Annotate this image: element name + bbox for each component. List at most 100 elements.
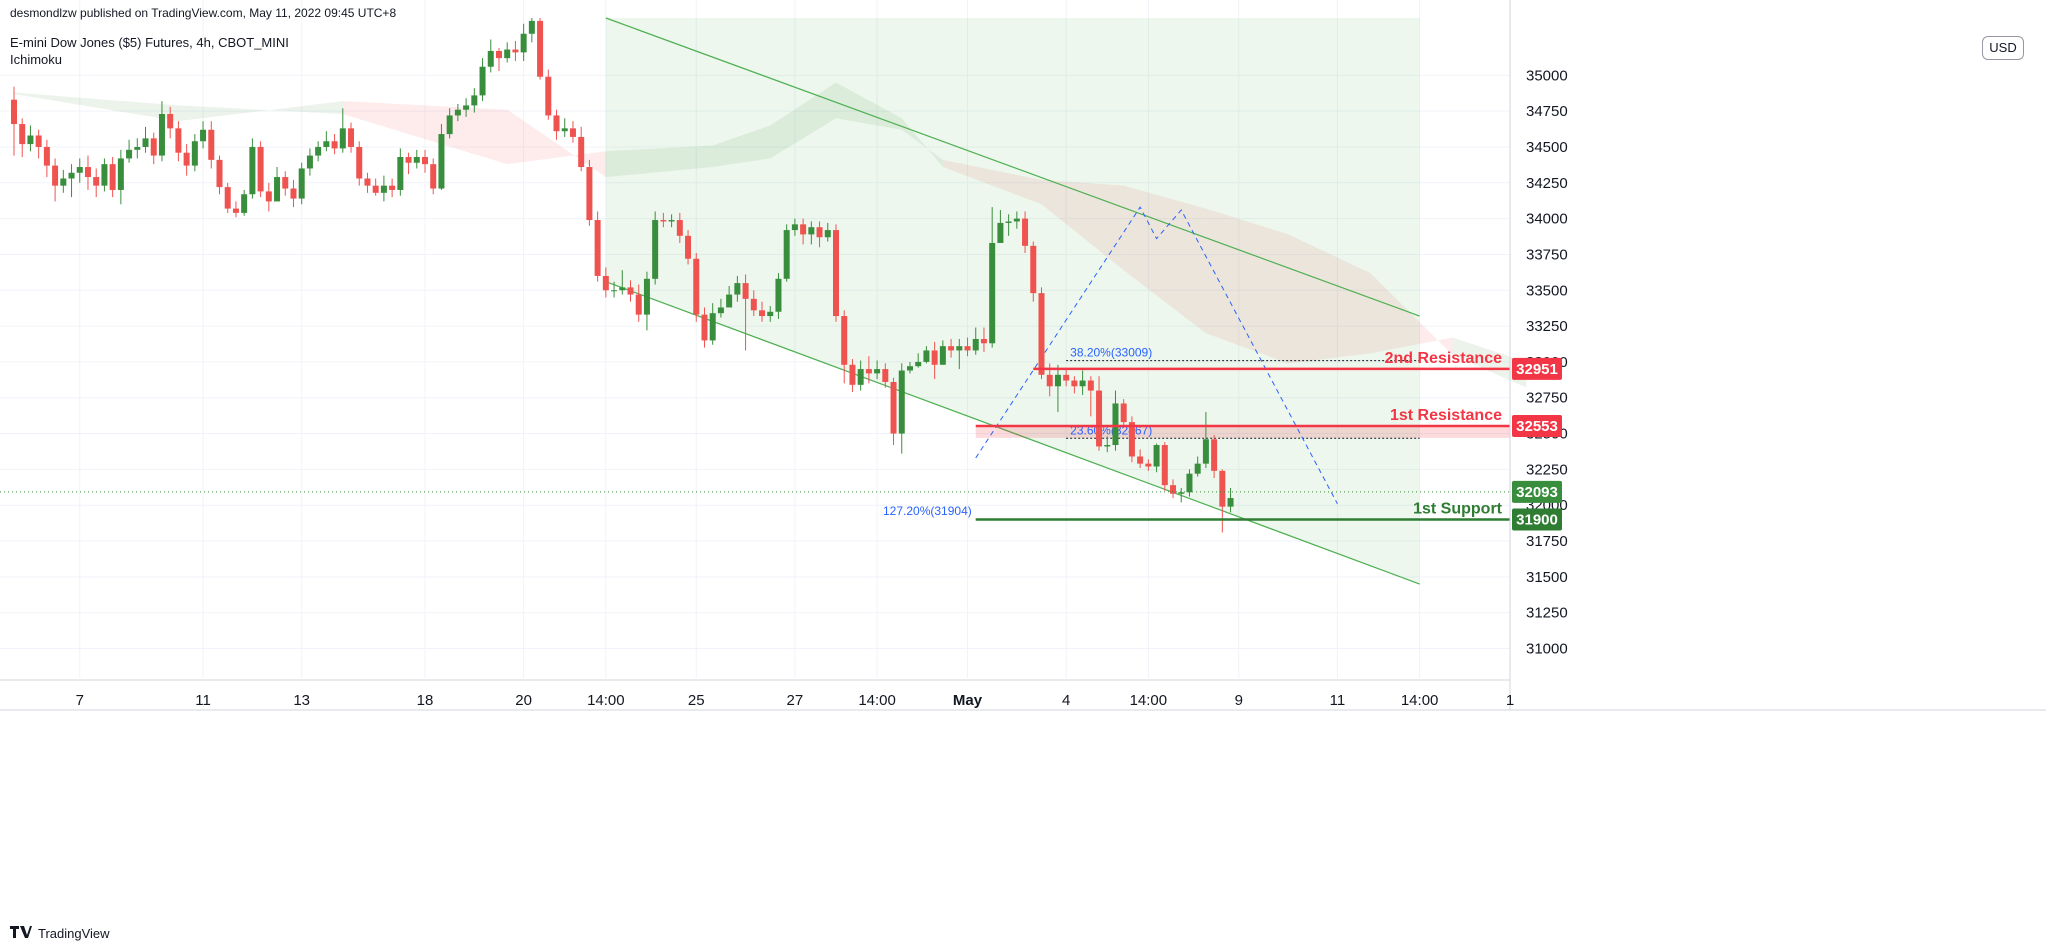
candle-body <box>438 134 445 189</box>
candle-body <box>800 224 807 235</box>
candle-body <box>635 294 642 315</box>
candle-body <box>84 167 91 178</box>
candle-body <box>487 50 494 67</box>
cloud-segment <box>770 82 836 159</box>
candle-body <box>989 242 996 344</box>
candle-body <box>109 164 116 190</box>
candle-body <box>939 346 946 365</box>
candle-body <box>783 230 790 279</box>
candle-body <box>569 128 576 137</box>
candle-body <box>35 135 42 147</box>
candle-body <box>101 164 108 186</box>
channel-lower-line <box>605 281 1420 585</box>
price-tags: 32951 32553 31900 32093 <box>1512 357 1562 531</box>
candle-body <box>734 283 741 295</box>
candle-body <box>849 364 856 385</box>
candle-body <box>865 369 872 374</box>
candle-body <box>520 33 527 53</box>
candle-body <box>833 230 839 317</box>
price-tick-label: 31500 <box>1526 569 1568 586</box>
candle-body <box>27 135 34 145</box>
candle-body <box>1038 293 1045 375</box>
candle-body <box>282 177 289 189</box>
candle-body <box>430 164 437 189</box>
candle-body <box>372 185 379 193</box>
price-tick-label: 32250 <box>1526 461 1568 478</box>
candle-body <box>504 49 511 59</box>
cloud-segment <box>605 145 713 178</box>
price-tick-label: 34500 <box>1526 139 1568 156</box>
candle-body <box>561 128 568 132</box>
candle-body <box>948 346 955 351</box>
candle-body <box>627 287 634 295</box>
level-zones <box>975 425 1510 438</box>
candle-body <box>306 155 313 169</box>
candle-body <box>1186 473 1193 493</box>
candle-body <box>857 369 864 385</box>
price-tick-label: 31250 <box>1526 605 1568 622</box>
candle-body <box>216 159 223 188</box>
candle-body <box>249 146 256 195</box>
level-label: 2nd Resistance <box>1385 350 1502 367</box>
candle-body <box>980 338 987 344</box>
price-tag <box>1512 414 1562 437</box>
candle-body <box>997 222 1004 243</box>
candle-body <box>1153 445 1160 467</box>
cloud-segment <box>1205 208 1289 364</box>
candle-body <box>1079 380 1086 387</box>
candle-body <box>1202 439 1209 464</box>
cloud-segment <box>1452 337 1527 388</box>
candle-body <box>11 99 17 125</box>
candle-body <box>750 298 757 311</box>
candle-body <box>339 128 346 149</box>
price-tick-label: 33500 <box>1526 282 1568 299</box>
candle-body <box>290 188 297 199</box>
candle-body <box>676 220 683 236</box>
time-tick-label: 20 <box>515 692 532 709</box>
candle-body <box>964 346 971 351</box>
candle-body <box>1030 245 1037 294</box>
cloud-segment <box>942 159 1042 205</box>
price-tag-label: 32951 <box>1516 361 1558 378</box>
candle-body <box>578 136 585 168</box>
candle-body <box>1046 374 1053 387</box>
candle-body <box>471 95 478 106</box>
time-tick-label: 14:00 <box>1401 692 1439 709</box>
fib-path <box>975 206 1338 505</box>
candle-body <box>693 258 700 315</box>
currency-button[interactable]: USD <box>1982 36 2024 60</box>
price-tick-label: 34000 <box>1526 211 1568 228</box>
candle-body <box>389 185 396 190</box>
price-tick-label: 34250 <box>1526 175 1568 192</box>
candle-body <box>512 49 519 53</box>
price-tag <box>1512 357 1562 380</box>
candle-body <box>1145 463 1152 467</box>
support-resistance-levels: 2nd Resistance 1st Resistance 1st Support <box>0 350 1510 521</box>
time-tick-label: May <box>953 692 983 709</box>
candle-body <box>446 115 453 135</box>
candle-body <box>175 128 182 153</box>
candle-body <box>142 138 149 147</box>
candle-body <box>602 275 609 291</box>
candle-body <box>1211 439 1218 471</box>
candle-body <box>1128 422 1135 457</box>
candle-body <box>19 124 26 145</box>
candle-body <box>1137 456 1144 464</box>
candle-body <box>241 194 248 213</box>
indicator-label: Ichimoku <box>10 52 63 67</box>
candle-body <box>841 316 848 365</box>
candle-body <box>495 50 502 59</box>
price-tick-label: 32750 <box>1526 390 1568 407</box>
candle-body <box>890 381 897 434</box>
candle-body <box>43 146 50 166</box>
price-tick-label: 33750 <box>1526 246 1568 263</box>
candle-body <box>1063 374 1070 381</box>
candle-body <box>956 346 963 351</box>
candle-body <box>158 114 165 156</box>
candle-body <box>1071 380 1078 387</box>
candle-body <box>824 230 831 238</box>
time-tick-label: 11 <box>1330 692 1346 709</box>
price-tick-label: 34750 <box>1526 103 1568 120</box>
candle-body <box>1104 445 1111 447</box>
